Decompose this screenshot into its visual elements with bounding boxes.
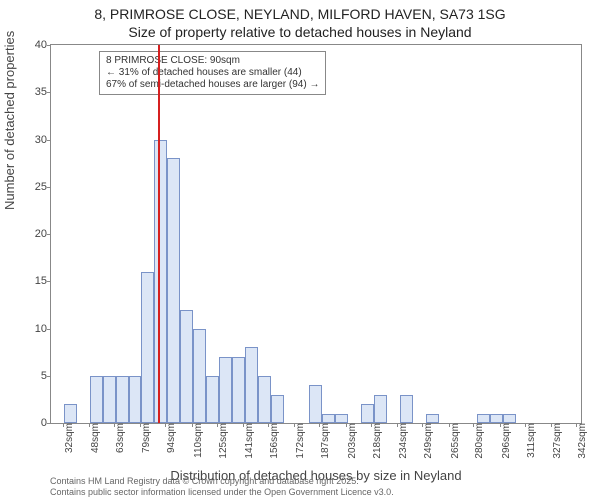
histogram-bar [206,376,219,423]
y-tick-mark [47,187,51,188]
x-tick: 79sqm [139,423,152,453]
x-tick: 280sqm [472,423,485,459]
footer: Contains HM Land Registry data © Crown c… [50,476,394,498]
x-tick: 172sqm [293,423,306,459]
figure: 8, PRIMROSE CLOSE, NEYLAND, MILFORD HAVE… [0,0,600,500]
title-line2: Size of property relative to detached ho… [0,24,600,40]
x-tick: 32sqm [62,423,75,453]
plot-area: 8 PRIMROSE CLOSE: 90sqm ← 31% of detache… [50,44,582,424]
x-tick: 296sqm [499,423,512,459]
y-tick-mark [47,92,51,93]
x-tick: 187sqm [318,423,331,459]
annotation-line2: ← 31% of detached houses are smaller (44… [106,67,302,78]
x-tick: 234sqm [396,423,409,459]
histogram-bar [374,395,387,423]
histogram-bar [245,347,258,423]
histogram-bar [361,404,374,423]
histogram-bar [335,414,348,423]
x-tick: 327sqm [550,423,563,459]
x-tick: 141sqm [242,423,255,459]
x-tick: 342sqm [575,423,588,459]
x-tick: 63sqm [113,423,126,453]
y-tick-mark [47,329,51,330]
histogram-bar [309,385,322,423]
y-tick-mark [47,423,51,424]
x-tick: 48sqm [88,423,101,453]
x-tick: 265sqm [448,423,461,459]
x-tick: 125sqm [216,423,229,459]
annotation-box: 8 PRIMROSE CLOSE: 90sqm ← 31% of detache… [99,51,326,95]
x-tick: 110sqm [191,423,204,458]
x-tick: 156sqm [267,423,280,459]
annotation-line3: 67% of semi-detached houses are larger (… [106,79,319,90]
x-tick: 311sqm [524,423,537,458]
histogram-bar [90,376,103,423]
histogram-bar [141,272,154,423]
histogram-bar [103,376,116,423]
histogram-bar [167,158,180,423]
histogram-bar [64,404,77,423]
footer-line1: Contains HM Land Registry data © Crown c… [50,476,359,486]
histogram-bar [116,376,129,423]
title-line1: 8, PRIMROSE CLOSE, NEYLAND, MILFORD HAVE… [0,6,600,22]
histogram-bar [400,395,413,423]
histogram-bar [193,329,206,424]
y-tick-mark [47,140,51,141]
x-tick: 249sqm [421,423,434,459]
footer-line2: Contains public sector information licen… [50,487,394,497]
histogram-bar [322,414,335,423]
y-tick-mark [47,376,51,377]
y-tick-mark [47,45,51,46]
x-tick: 218sqm [370,423,383,459]
annotation-line1: 8 PRIMROSE CLOSE: 90sqm [106,55,240,66]
y-tick-mark [47,281,51,282]
x-tick: 94sqm [164,423,177,453]
histogram-bar [477,414,490,423]
histogram-bar [180,310,193,423]
histogram-bar [129,376,142,423]
histogram-bar [426,414,439,423]
x-tick: 203sqm [345,423,358,459]
y-axis-label: Number of detached properties [2,31,17,210]
histogram-bar [490,414,503,423]
histogram-bar [232,357,245,423]
reference-line [158,45,160,423]
y-tick-mark [47,234,51,235]
histogram-bar [258,376,271,423]
histogram-bar [154,140,167,424]
histogram-bar [219,357,232,423]
histogram-bar [503,414,516,423]
histogram-bar [271,395,284,423]
